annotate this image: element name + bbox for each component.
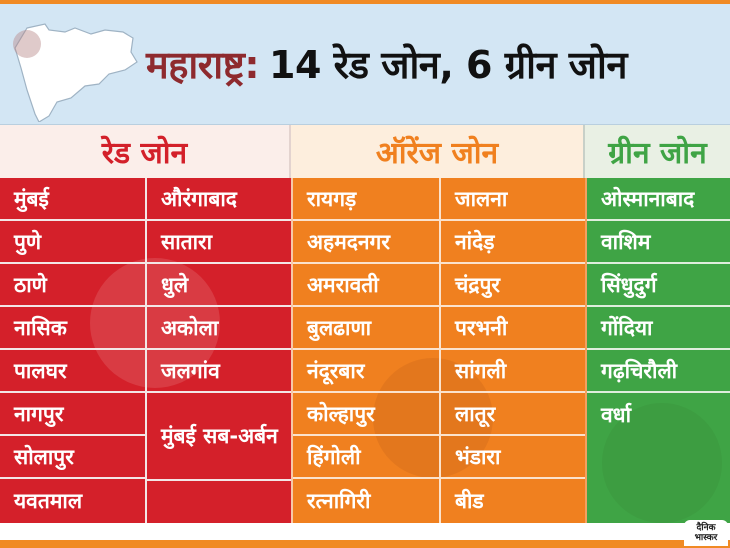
bottom-band	[0, 523, 730, 540]
district-cell: पुणे	[0, 221, 145, 264]
district-cell: कोल्हापुर	[293, 393, 439, 436]
maharashtra-map-icon	[13, 23, 138, 122]
district-cell: यवतमाल	[14, 488, 83, 513]
district-cell: बुलढाणा	[293, 307, 439, 350]
green-zone-header: ग्रीन जोन	[585, 125, 730, 178]
district-cell: सातारा	[147, 221, 291, 264]
district-cell: भंडारा	[441, 436, 585, 479]
district-cell: अहमदनगर	[293, 221, 439, 264]
district-cell: अमरावती	[293, 264, 439, 307]
district-cell: रत्नागिरी	[307, 488, 371, 513]
orange-zone-column-2: जालना नांदेड़ चंद्रपुर परभनी सांगली लातू…	[441, 178, 585, 523]
top-accent-bar	[0, 0, 730, 4]
district-cell: नंदूरबार	[293, 350, 439, 393]
district-cell: गोंदिया	[587, 307, 730, 350]
district-cell: सांगली	[441, 350, 585, 393]
header-banner: महाराष्ट्र: 14 रेड जोन, 6 ग्रीन जोन	[0, 4, 730, 125]
bottom-accent-bar	[0, 540, 730, 548]
district-cell: नासिक	[0, 307, 145, 350]
title-subtitle: 14 रेड जोन, 6 ग्रीन जोन	[269, 43, 627, 87]
district-cell: नागपुर	[0, 393, 145, 436]
district-cell: औरंगाबाद	[147, 178, 291, 221]
green-zone-column-1: ओस्मानाबाद वाशिम सिंधुदुर्ग गोंदिया गढ़च…	[587, 178, 730, 523]
page-title: महाराष्ट्र: 14 रेड जोन, 6 ग्रीन जोन	[146, 34, 627, 94]
red-zone-column-2: औरंगाबाद सातारा धुले अकोला जलगांव मुंबई …	[147, 178, 291, 523]
district-cell: गढ़चिरौली	[587, 350, 730, 393]
column-divider	[145, 178, 147, 523]
district-cell: ठाणे	[0, 264, 145, 307]
district-cell: बीड	[455, 488, 484, 513]
district-cell: चंद्रपुर	[441, 264, 585, 307]
district-cell: मुंबई	[0, 178, 145, 221]
orange-zone-table: रायगड़ अहमदनगर अमरावती बुलढाणा नंदूरबार …	[291, 178, 585, 523]
red-zone-column-1: मुंबई पुणे ठाणे नासिक पालघर नागपुर सोलाप…	[0, 178, 145, 523]
dainik-bhaskar-logo: दैनिक भास्कर	[684, 520, 728, 546]
title-state: महाराष्ट्र:	[146, 43, 260, 87]
logo-line-1: दैनिक	[696, 523, 716, 533]
red-zone-table: मुंबई पुणे ठाणे नासिक पालघर नागपुर सोलाप…	[0, 178, 291, 523]
green-zone-table: ओस्मानाबाद वाशिम सिंधुदुर्ग गोंदिया गढ़च…	[585, 178, 730, 523]
district-cell: लातूर	[441, 393, 585, 436]
column-divider	[439, 178, 441, 523]
district-cell: सिंधुदुर्ग	[587, 264, 730, 307]
district-cell: रायगड़	[293, 178, 439, 221]
district-cell: नांदेड़	[441, 221, 585, 264]
orange-zone-column-1: रायगड़ अहमदनगर अमरावती बुलढाणा नंदूरबार …	[293, 178, 439, 523]
district-cell: परभनी	[441, 307, 585, 350]
district-cell: जालना	[441, 178, 585, 221]
district-cell: मुंबई सब-अर्बन	[147, 393, 291, 481]
orange-zone-header: ऑरेंज जोन	[291, 125, 585, 178]
district-cell: सोलापुर	[0, 436, 145, 479]
empty-cell	[147, 479, 291, 522]
red-zone-header: रेड जोन	[0, 125, 291, 178]
district-cell: जलगांव	[147, 350, 291, 393]
district-cell: वर्धा	[601, 402, 632, 427]
district-cell: अकोला	[147, 307, 291, 350]
district-cell: हिंगोली	[293, 436, 439, 479]
district-cell: पालघर	[0, 350, 145, 393]
district-cell: ओस्मानाबाद	[587, 178, 730, 221]
district-cell: वाशिम	[587, 221, 730, 264]
logo-line-2: भास्कर	[694, 533, 718, 543]
district-cell: धुले	[147, 264, 291, 307]
